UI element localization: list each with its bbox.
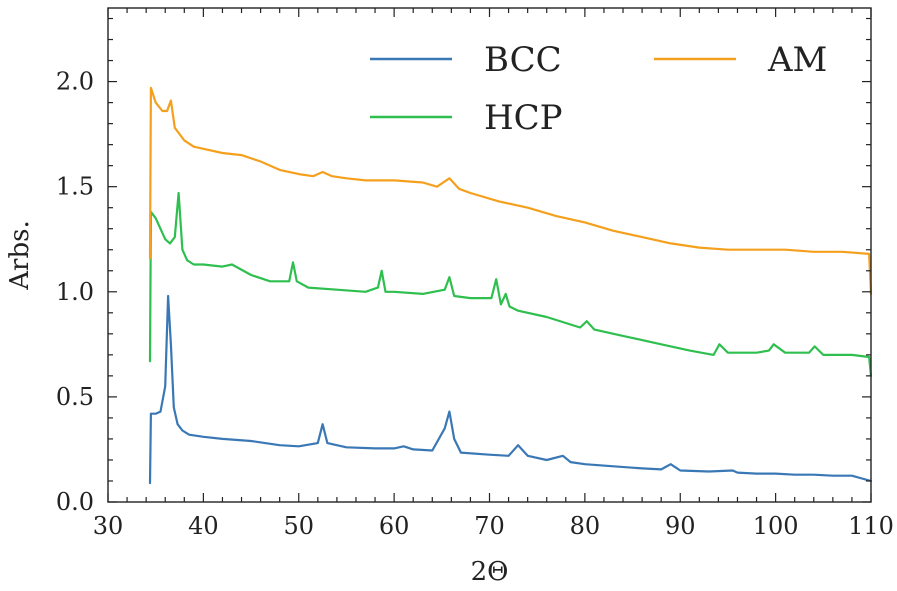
- x-tick-label: 40: [188, 512, 219, 540]
- plot-frame: [107, 7, 872, 503]
- y-axis-label: Arbs.: [5, 220, 35, 290]
- x-tick-label: 110: [848, 512, 894, 540]
- y-tick-label: 1.5: [56, 173, 94, 201]
- legend-label-bcc: BCC: [484, 40, 562, 80]
- x-tick-label: 80: [570, 512, 601, 540]
- series-line-am: [148, 86, 873, 295]
- x-tick-label: 30: [93, 512, 124, 540]
- legend: BCC HCP AM: [370, 40, 827, 138]
- ticks-layer: 30 40 50 60 70 80 90 100 110 0.0 0.5 1.0 1.5 2.0: [56, 8, 894, 540]
- x-axis-label: 2Θ: [471, 557, 509, 586]
- y-tick-label: 0.5: [56, 383, 94, 411]
- y-tick-label: 2.0: [56, 68, 94, 96]
- series-layer: [148, 86, 873, 485]
- series-line-hcp: [148, 191, 873, 377]
- y-tick-label: 0.0: [56, 488, 94, 516]
- legend-label-hcp: HCP: [484, 98, 563, 138]
- x-tick-label: 70: [474, 512, 505, 540]
- x-tick-label: 100: [753, 512, 799, 540]
- y-tick-label: 1.0: [56, 278, 94, 306]
- legend-label-am: AM: [767, 40, 827, 80]
- x-tick-label: 90: [665, 512, 696, 540]
- series-line-bcc: [148, 294, 873, 485]
- x-tick-label: 50: [283, 512, 314, 540]
- x-tick-label: 60: [379, 512, 410, 540]
